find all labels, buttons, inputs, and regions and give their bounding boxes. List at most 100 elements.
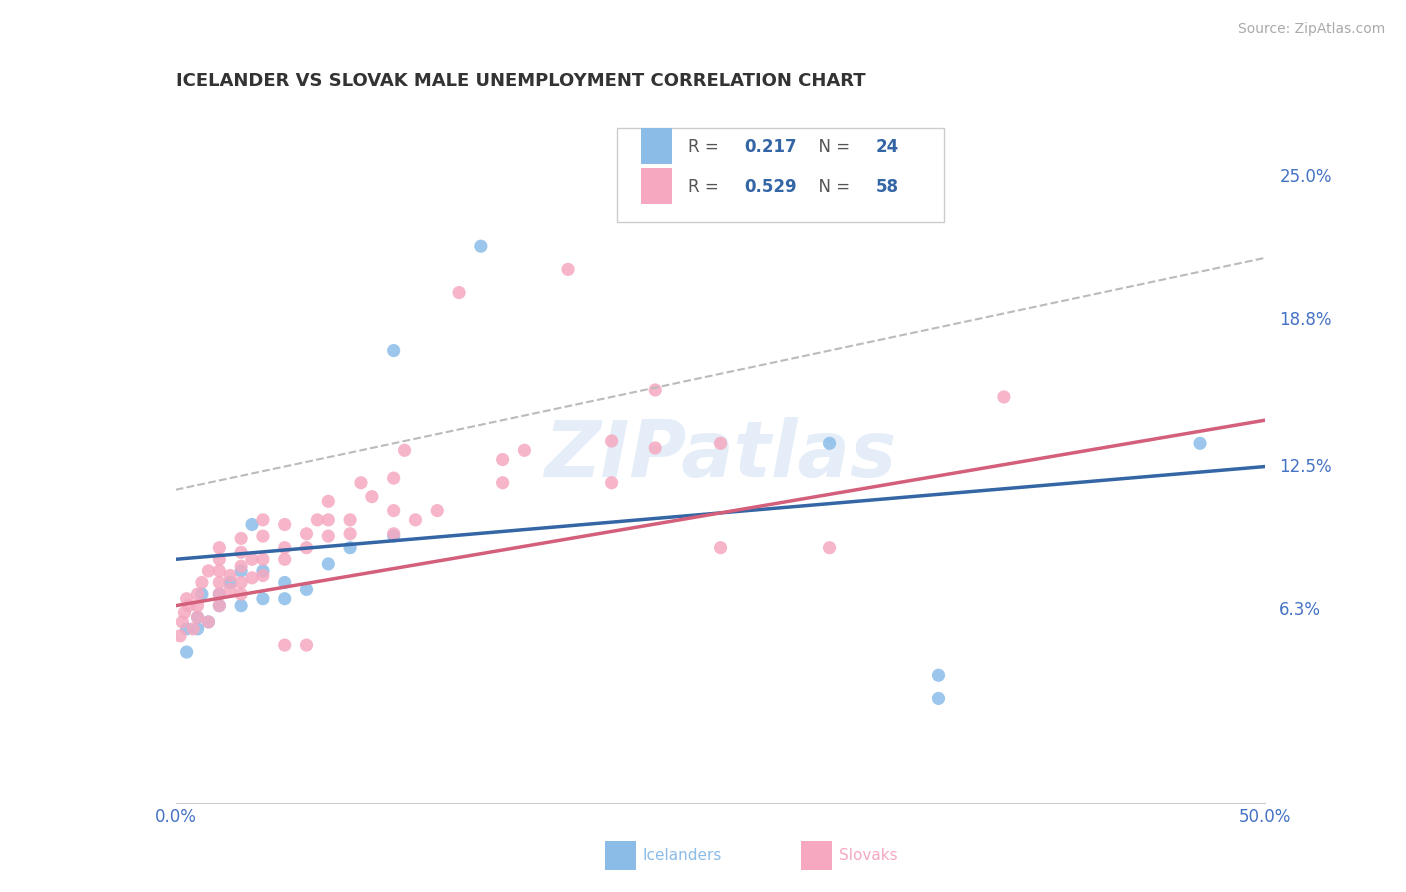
Point	[318, 529, 340, 543]
Point	[231, 575, 253, 590]
Point	[252, 568, 274, 582]
Point	[186, 610, 209, 624]
Point	[176, 622, 198, 636]
Text: ZIPatlas: ZIPatlas	[544, 417, 897, 493]
Point	[231, 532, 253, 546]
Text: 0.217: 0.217	[745, 138, 797, 156]
Point	[252, 591, 274, 606]
Point	[318, 557, 340, 571]
Point	[557, 262, 579, 277]
Point	[197, 564, 219, 578]
Point	[394, 443, 416, 458]
Point	[186, 587, 209, 601]
Point	[252, 529, 274, 543]
Point	[513, 443, 536, 458]
Text: Source: ZipAtlas.com: Source: ZipAtlas.com	[1237, 22, 1385, 37]
Point	[382, 526, 405, 541]
Point	[240, 552, 263, 566]
Point	[600, 434, 623, 448]
Point	[172, 615, 194, 629]
Point	[208, 599, 231, 613]
Point	[186, 622, 209, 636]
FancyBboxPatch shape	[617, 128, 943, 222]
Point	[274, 552, 297, 566]
Point	[1189, 436, 1212, 450]
Point	[208, 552, 231, 566]
Point	[274, 541, 297, 555]
Text: 0.529: 0.529	[745, 178, 797, 196]
Point	[360, 490, 382, 504]
Point	[231, 599, 253, 613]
Point	[219, 582, 242, 597]
Point	[318, 494, 340, 508]
Point	[274, 591, 297, 606]
Point	[295, 582, 318, 597]
Point	[186, 610, 209, 624]
Point	[382, 529, 405, 543]
Point	[208, 575, 231, 590]
Text: Slovaks: Slovaks	[839, 848, 898, 863]
Point	[274, 575, 297, 590]
Point	[208, 587, 231, 601]
Point	[644, 441, 666, 455]
Point	[710, 541, 733, 555]
Point	[191, 587, 214, 601]
Text: Icelanders: Icelanders	[643, 848, 721, 863]
Point	[405, 513, 427, 527]
Point	[274, 638, 297, 652]
Point	[928, 668, 950, 682]
Point	[176, 591, 198, 606]
Point	[169, 629, 191, 643]
Point	[382, 343, 405, 358]
Point	[176, 645, 198, 659]
Point	[818, 541, 841, 555]
Point	[186, 599, 209, 613]
Point	[177, 599, 200, 613]
Point	[231, 564, 253, 578]
Point	[274, 517, 297, 532]
Text: R =: R =	[688, 178, 724, 196]
Point	[240, 517, 263, 532]
Point	[173, 606, 195, 620]
Point	[492, 475, 515, 490]
Point	[208, 587, 231, 601]
Text: ICELANDER VS SLOVAK MALE UNEMPLOYMENT CORRELATION CHART: ICELANDER VS SLOVAK MALE UNEMPLOYMENT CO…	[176, 72, 865, 90]
Point	[339, 541, 361, 555]
Point	[993, 390, 1015, 404]
Point	[307, 513, 329, 527]
Point	[208, 564, 231, 578]
Point	[252, 552, 274, 566]
Point	[295, 526, 318, 541]
Point	[382, 471, 405, 485]
Point	[197, 615, 219, 629]
FancyBboxPatch shape	[641, 168, 672, 204]
Point	[492, 452, 515, 467]
Point	[818, 436, 841, 450]
Point	[219, 568, 242, 582]
Point	[231, 587, 253, 601]
Point	[295, 541, 318, 555]
Point	[382, 503, 405, 517]
Point	[197, 615, 219, 629]
Point	[928, 691, 950, 706]
Point	[208, 541, 231, 555]
Point	[252, 564, 274, 578]
Point	[426, 503, 449, 517]
Text: 6.3%: 6.3%	[1279, 601, 1322, 619]
Text: R =: R =	[688, 138, 724, 156]
Point	[240, 571, 263, 585]
FancyBboxPatch shape	[641, 128, 672, 164]
Point	[600, 475, 623, 490]
Point	[350, 475, 373, 490]
Point	[710, 436, 733, 450]
Text: 18.8%: 18.8%	[1279, 311, 1331, 329]
Point	[191, 575, 214, 590]
Text: 25.0%: 25.0%	[1279, 168, 1331, 186]
Point	[231, 545, 253, 559]
Point	[447, 285, 470, 300]
Text: N =: N =	[807, 178, 855, 196]
Point	[339, 513, 361, 527]
Point	[318, 513, 340, 527]
Point	[219, 575, 242, 590]
Point	[231, 559, 253, 574]
